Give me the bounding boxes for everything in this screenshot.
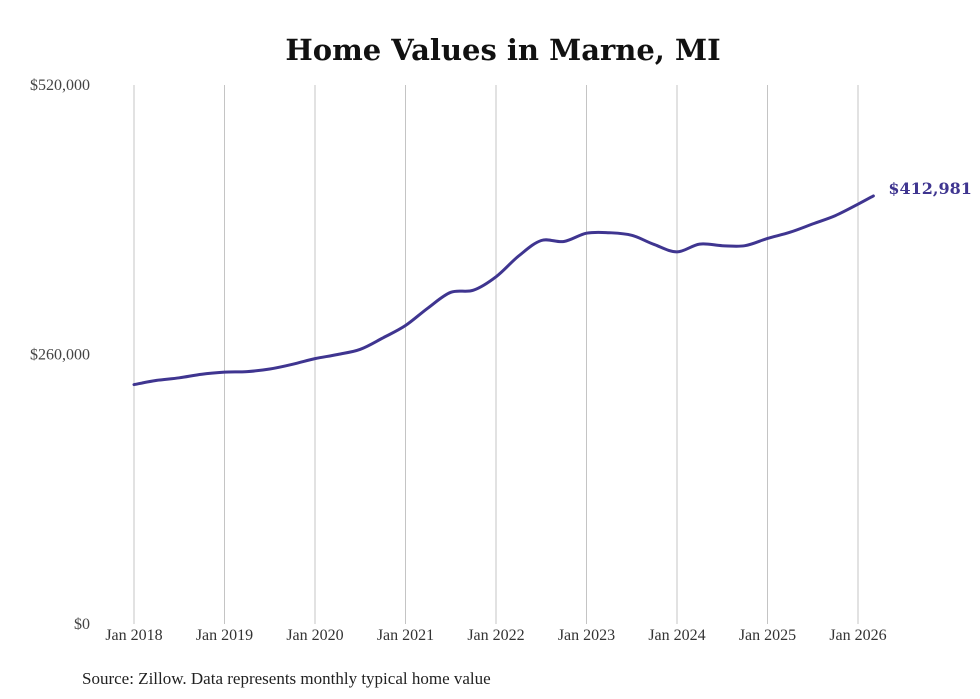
x-axis-ticks: Jan 2018 Jan 2019 Jan 2020 Jan 2021 Jan 2022… <box>105 627 886 644</box>
x-tick-label-2018: Jan 2018 <box>105 627 162 644</box>
y-axis-ticks: $0 $260,000 $520,000 <box>30 77 90 633</box>
x-tick-label-2021: Jan 2021 <box>377 627 434 644</box>
x-tick-label-2023: Jan 2023 <box>558 627 615 644</box>
x-tick-label-2019: Jan 2019 <box>196 627 253 644</box>
series-line-0 <box>132 194 875 387</box>
x-tick-label-2022: Jan 2022 <box>467 627 524 644</box>
series-layer <box>132 194 875 387</box>
x-tick-label-2026: Jan 2026 <box>829 627 886 644</box>
y-tick-label-520000: $520,000 <box>30 77 90 94</box>
x-tick-label-2020: Jan 2020 <box>286 627 343 644</box>
vertical-gridlines <box>133 85 859 624</box>
x-tick-label-2025: Jan 2025 <box>739 627 796 644</box>
y-tick-label-0: $0 <box>74 616 90 633</box>
chart-title: Home Values in Marne, MI <box>285 33 720 67</box>
end-value-label: $412,981 <box>888 179 972 198</box>
source-note: Source: Zillow. Data represents monthly … <box>82 669 491 688</box>
x-tick-label-2024: Jan 2024 <box>648 627 705 644</box>
y-tick-label-260000: $260,000 <box>30 347 90 364</box>
